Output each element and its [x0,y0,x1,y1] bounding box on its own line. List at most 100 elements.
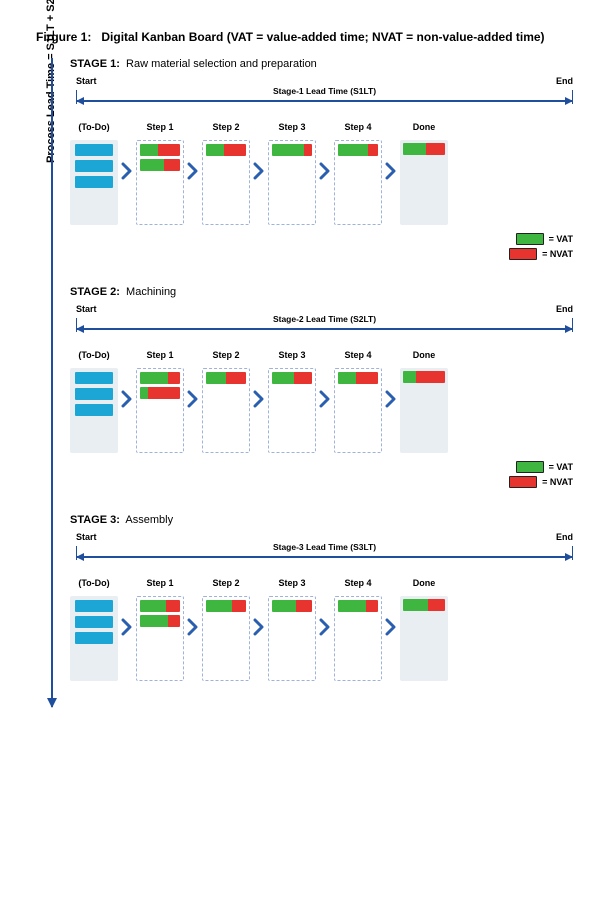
todo-card [75,144,113,156]
timeline-start-label: Start [76,532,97,542]
chevron-right-icon [382,618,400,636]
task-card [272,144,312,156]
vat-segment [206,144,224,156]
step-column: Step 3 [268,350,316,453]
task-card [140,615,180,627]
nvat-segment [356,372,378,384]
done-box [400,596,448,681]
column-header: Step 3 [278,578,305,592]
column-header: Step 1 [146,350,173,364]
vat-segment [338,372,356,384]
task-card [140,372,180,384]
step-box [136,368,184,453]
nvat-segment [368,144,378,156]
todo-card [75,388,113,400]
step-column: Step 3 [268,122,316,225]
task-card [206,144,246,156]
vat-segment [403,599,428,611]
step-column: Step 2 [202,350,250,453]
step-box [268,596,316,681]
task-card [206,600,246,612]
nvat-segment [224,144,246,156]
chevron-right-icon [250,390,268,408]
column-header: (To-Do) [78,122,109,136]
nvat-segment [168,615,180,627]
timeline-end-label: End [556,532,573,542]
column-header: Step 1 [146,122,173,136]
step-box [268,140,316,225]
legend-swatch-vat [516,461,544,473]
todo-box [70,140,118,225]
figure-title: Firgure 1: Digital Kanban Board (VAT = v… [36,30,579,44]
column-header: Step 2 [212,350,239,364]
column-header: Done [413,122,436,136]
todo-box [70,368,118,453]
todo-column: (To-Do) [70,122,118,225]
task-card [338,372,378,384]
legend-label: = NVAT [542,477,573,487]
step-box [202,140,250,225]
chevron-right-icon [382,162,400,180]
todo-column: (To-Do) [70,578,118,681]
column-header: Step 2 [212,578,239,592]
chevron-right-icon [184,618,202,636]
legend-row: = VAT [516,233,573,245]
step-column: Step 2 [202,578,250,681]
kanban-row: (To-Do) Step 1 Step 2 Step 3 Step 4 Done [70,122,579,225]
stages-container: STAGE 1: Raw material selection and prep… [60,58,579,707]
task-card [272,372,312,384]
nvat-segment [148,387,180,399]
step-column: Step 4 [334,350,382,453]
nvat-segment [164,159,180,171]
stage: STAGE 2: MachiningStartEndStage-2 Lead T… [70,286,579,488]
step-column: Step 4 [334,578,382,681]
step-box [334,368,382,453]
vat-segment [140,372,168,384]
column-header: Step 2 [212,122,239,136]
todo-card [75,616,113,628]
todo-card [75,632,113,644]
stage-title: STAGE 3: Assembly [70,514,579,526]
chevron-right-icon [184,390,202,408]
timeline-start-label: Start [76,304,97,314]
vat-segment [140,144,158,156]
timeline-start-label: Start [76,76,97,86]
step-column: Step 1 [136,350,184,453]
nvat-segment [232,600,246,612]
lead-time-label: Stage-3 Lead Time (S3LT) [76,542,573,552]
legend: = VAT= NVAT [70,461,579,488]
nvat-segment [296,600,312,612]
task-card [403,599,445,611]
nvat-segment [226,372,246,384]
nvat-segment [426,143,445,155]
vat-segment [272,600,296,612]
vertical-arrow [51,58,53,707]
nvat-segment [294,372,312,384]
chevron-right-icon [316,162,334,180]
todo-card [75,600,113,612]
kanban-row: (To-Do)Step 1Step 2Step 3Step 4Done [70,578,579,681]
chevron-right-icon [118,162,136,180]
nvat-segment [366,600,378,612]
task-card [140,144,180,156]
step-column: Step 3 [268,578,316,681]
column-header: Step 3 [278,350,305,364]
step-box [334,140,382,225]
timeline-end-label: End [556,304,573,314]
legend-label: = VAT [549,234,573,244]
vat-segment [140,159,164,171]
done-box [400,140,448,225]
nvat-segment [168,372,180,384]
todo-card [75,176,113,188]
vat-segment [272,372,294,384]
legend-row: = NVAT [509,476,573,488]
step-box [202,596,250,681]
figure-title-rest: Digital Kanban Board (VAT = value-added … [101,30,544,44]
vat-segment [338,144,368,156]
step-column: Step 1 [136,578,184,681]
task-card [272,600,312,612]
task-card [403,371,445,383]
task-card [338,144,378,156]
column-header: Step 4 [344,122,371,136]
column-header: Done [413,350,436,364]
